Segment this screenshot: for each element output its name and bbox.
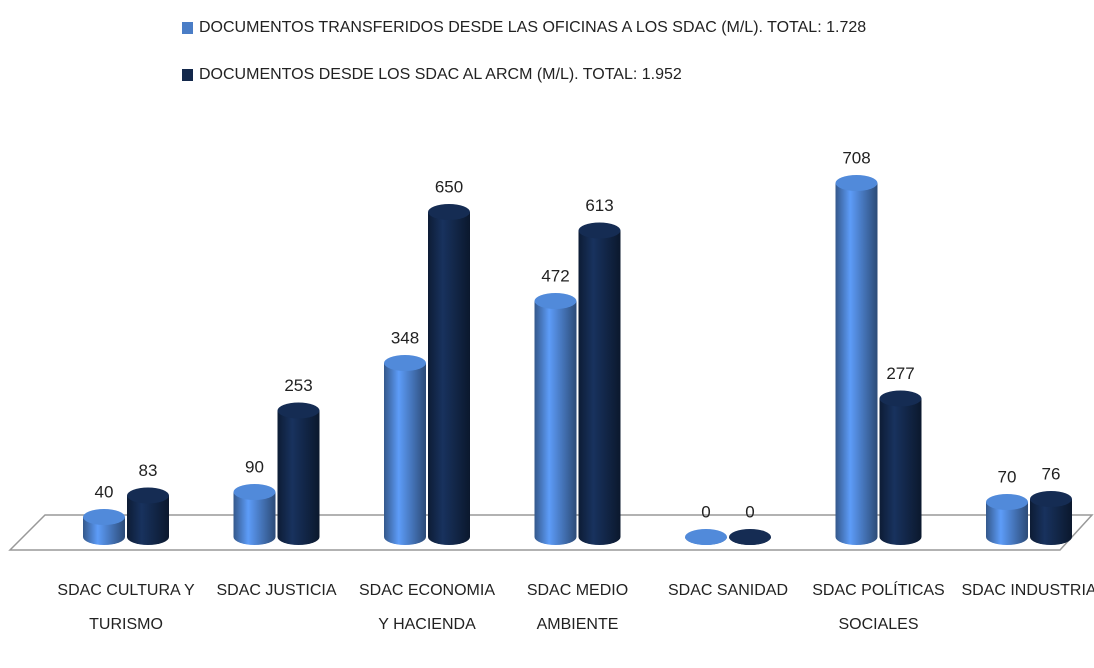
bar-top (384, 355, 426, 371)
data-label: 472 (541, 266, 569, 285)
x-tick-label: SDAC MEDIO AMBIENTE (526, 582, 629, 633)
data-label: 90 (245, 457, 264, 476)
x-tick-label: SDAC INDUSTRIA (961, 582, 1094, 599)
bar-top (835, 175, 878, 191)
data-label: 650 (435, 177, 463, 196)
data-label: 70 (998, 467, 1017, 486)
data-label: 348 (391, 328, 419, 347)
data-label: 613 (585, 196, 613, 215)
bar-top (127, 487, 169, 504)
bar-top (277, 402, 320, 419)
bar-top (1030, 491, 1072, 507)
bar (83, 517, 125, 545)
bar-top (879, 390, 922, 407)
bar (986, 502, 1028, 545)
legend-label: DOCUMENTOS DESDE LOS SDAC AL ARCM (M/L).… (199, 66, 682, 83)
bar-top (534, 293, 577, 309)
x-tick-label: SDAC CULTURA Y TURISMO (57, 582, 195, 633)
data-label: 277 (886, 364, 914, 383)
bar (384, 363, 426, 545)
bar-top (986, 494, 1028, 510)
bar-top (233, 484, 276, 500)
bar-top (83, 509, 125, 525)
bar (835, 183, 878, 545)
bar (879, 398, 922, 545)
bar (428, 212, 470, 545)
legend-swatch (182, 69, 193, 81)
x-tick-label: SDAC SANIDAD (667, 582, 789, 599)
bar-top (685, 529, 727, 545)
data-label: 0 (745, 502, 754, 521)
bar (233, 492, 276, 545)
bar (127, 495, 169, 545)
x-tick-label: SDAC POLÍTICAS SOCIALES (812, 582, 945, 633)
bar (534, 301, 577, 545)
legend-swatch (182, 22, 193, 34)
bar (1030, 499, 1072, 545)
bar (578, 230, 621, 545)
bar-top (729, 529, 771, 545)
bar-top (428, 204, 470, 220)
data-label: 76 (1042, 464, 1061, 483)
bar (277, 410, 320, 545)
data-label: 83 (139, 461, 158, 480)
data-label: 40 (95, 482, 114, 501)
x-tick-label: SDAC JUSTICIA (216, 582, 337, 599)
legend-label: DOCUMENTOS TRANSFERIDOS DESDE LAS OFICIN… (199, 19, 866, 36)
data-label: 0 (701, 502, 710, 521)
data-label: 253 (284, 376, 312, 395)
x-tick-label: SDAC ECONOMIA Y HACIENDA (358, 582, 495, 633)
data-label: 708 (842, 148, 870, 167)
bar-top (578, 222, 621, 239)
